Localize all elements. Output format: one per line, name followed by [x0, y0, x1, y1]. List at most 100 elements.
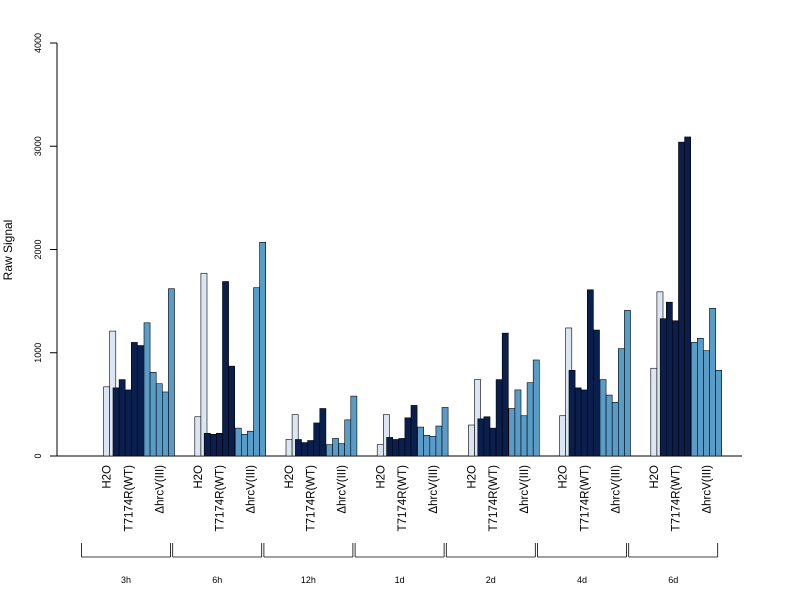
bar — [194, 416, 202, 457]
bar — [678, 141, 685, 457]
bar — [386, 437, 394, 457]
bar — [650, 367, 658, 457]
bar — [247, 430, 254, 457]
bar — [338, 443, 346, 457]
bar — [429, 436, 437, 457]
time-label: 4d — [577, 575, 587, 585]
bar — [137, 345, 144, 457]
condition-label: T7174R(WT) — [123, 465, 135, 532]
bar — [155, 383, 163, 457]
bar — [285, 439, 293, 457]
bar — [659, 318, 667, 457]
bar — [593, 329, 600, 457]
bar — [253, 287, 260, 457]
bar — [332, 438, 339, 457]
bar — [307, 440, 315, 457]
condition-label: H2O — [375, 465, 387, 489]
condition-label: T7174R(WT) — [397, 465, 409, 532]
bar — [624, 310, 631, 457]
bar — [216, 432, 223, 457]
bar — [489, 427, 497, 457]
bar — [435, 425, 443, 457]
condition-label: ΔhrcV(III) — [154, 465, 166, 514]
bar — [559, 415, 566, 457]
time-label: 2d — [486, 575, 496, 585]
bar — [124, 389, 132, 457]
bar — [526, 382, 534, 457]
time-label: 6d — [668, 575, 678, 585]
condition-label: T7174R(WT) — [306, 465, 318, 532]
bar — [313, 422, 321, 457]
bar — [611, 402, 619, 457]
bar — [580, 389, 588, 457]
bar — [326, 444, 333, 457]
bar — [131, 342, 138, 457]
bar — [392, 439, 400, 457]
bar — [301, 442, 308, 457]
bar — [709, 308, 716, 457]
bar — [672, 320, 679, 457]
bar — [344, 419, 352, 457]
bar — [350, 395, 358, 457]
time-label: 6h — [212, 575, 222, 585]
condition-label: ΔhrcV(III) — [701, 465, 713, 514]
condition-label: H2O — [649, 465, 661, 489]
condition-label: ΔhrcV(III) — [245, 465, 257, 514]
bar — [417, 426, 425, 457]
bar — [203, 432, 211, 457]
bar — [665, 301, 673, 457]
bar — [483, 416, 491, 457]
bar — [690, 342, 698, 457]
y-tick-label: 4000 — [33, 33, 43, 53]
condition-label: H2O — [193, 465, 205, 489]
condition-label: T7174R(WT) — [670, 465, 682, 532]
bar — [599, 379, 607, 457]
condition-label: T7174R(WT) — [579, 465, 591, 532]
bar — [222, 281, 229, 457]
bar — [162, 391, 169, 457]
bar — [508, 408, 516, 457]
time-label: 1d — [395, 575, 405, 585]
y-axis-label: Raw Signal — [1, 220, 15, 281]
condition-label: T7174R(WT) — [488, 465, 500, 532]
bar — [228, 365, 236, 457]
bar — [234, 427, 242, 457]
y-tick-label: 0 — [33, 453, 43, 458]
bar — [684, 136, 691, 457]
condition-label: ΔhrcV(III) — [519, 465, 531, 514]
bar — [568, 370, 576, 457]
bar — [501, 332, 509, 457]
bar — [295, 439, 302, 457]
bar — [586, 289, 594, 457]
time-label: 12h — [301, 575, 316, 585]
bar — [468, 424, 475, 457]
bar — [259, 241, 267, 457]
bar — [477, 418, 485, 457]
bar — [143, 322, 151, 457]
bar — [441, 407, 449, 457]
bar — [112, 387, 120, 457]
bar — [532, 359, 540, 457]
bar — [149, 372, 157, 457]
bar — [103, 386, 110, 457]
bar — [118, 379, 126, 457]
time-label: 3h — [121, 575, 131, 585]
y-tick-label: 1000 — [33, 343, 43, 363]
condition-label: ΔhrcV(III) — [428, 465, 440, 514]
y-tick-label: 3000 — [33, 136, 43, 156]
condition-label: ΔhrcV(III) — [337, 465, 349, 514]
condition-label: T7174R(WT) — [214, 465, 226, 532]
bar — [605, 394, 613, 457]
bar — [520, 415, 528, 457]
bar — [168, 288, 175, 457]
bar — [703, 350, 710, 457]
bar — [376, 444, 384, 457]
bar — [696, 337, 704, 457]
bar — [319, 408, 327, 457]
condition-label: H2O — [558, 465, 570, 489]
bar — [423, 435, 431, 457]
condition-label: H2O — [284, 465, 296, 489]
bar — [404, 417, 412, 457]
condition-label: H2O — [102, 465, 114, 489]
